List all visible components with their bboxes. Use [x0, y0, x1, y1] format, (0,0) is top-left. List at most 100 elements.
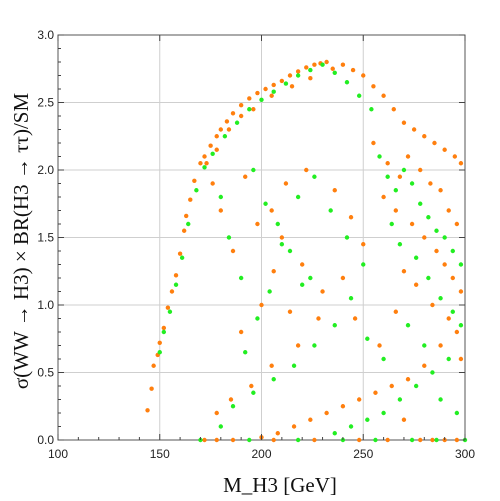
- data-point-series-2: [186, 221, 191, 227]
- data-point-series-1: [230, 111, 236, 116]
- data-point-series-1: [452, 154, 458, 159]
- data-point-series-1: [381, 93, 386, 98]
- data-point-series-1: [275, 431, 280, 436]
- data-point-series-1: [283, 181, 289, 186]
- data-point-series-2: [409, 437, 415, 443]
- y-tick-label: 2.5: [37, 96, 54, 110]
- data-point-series-2: [267, 289, 272, 294]
- grid-lines: [57, 34, 466, 441]
- data-point-series-2: [458, 323, 464, 328]
- data-point-series-2: [312, 343, 317, 348]
- data-point-series-1: [450, 275, 455, 281]
- data-point-series-1: [422, 134, 427, 139]
- data-point-series-1: [422, 363, 427, 368]
- data-point-series-1: [430, 437, 435, 443]
- y-tick-label: 1.5: [37, 231, 54, 245]
- data-point-series-2: [381, 356, 386, 362]
- data-point-series-2: [450, 248, 455, 254]
- y-tick-label: 0.0: [37, 433, 54, 447]
- data-point-series-2: [287, 248, 293, 254]
- y-tick-label: 3.0: [37, 28, 54, 42]
- data-point-series-2: [377, 154, 382, 159]
- data-point-series-2: [271, 377, 276, 382]
- data-point-series-2: [401, 167, 407, 173]
- data-point-series-1: [422, 235, 427, 240]
- data-point-series-2: [210, 151, 215, 156]
- data-point-series-1: [356, 397, 362, 402]
- data-point-series-1: [263, 86, 268, 92]
- axis-ticks: 100 150 200 250 300 0.0 0.5 1.0 1.5 2.0 2.5 3.0: [37, 28, 475, 461]
- data-point-series-1: [458, 161, 464, 166]
- data-point-series-1: [458, 289, 464, 294]
- data-point-series-1: [204, 161, 209, 166]
- data-point-series-1: [145, 408, 150, 413]
- data-point-series-1: [442, 262, 447, 267]
- data-point-series-1: [230, 437, 236, 443]
- data-point-series-2: [226, 235, 232, 240]
- data-point-series-1: [218, 127, 223, 132]
- data-point-series-2: [295, 73, 301, 78]
- data-point-series-2: [179, 255, 185, 260]
- data-point-series-1: [401, 120, 407, 125]
- data-point-series-2: [344, 80, 350, 85]
- data-point-series-2: [446, 356, 451, 362]
- data-point-series-2: [365, 336, 370, 341]
- data-point-series-2: [413, 255, 419, 260]
- data-point-series-1: [340, 62, 346, 67]
- data-point-series-1: [377, 343, 382, 348]
- data-point-series-1: [361, 242, 366, 247]
- data-point-series-1: [238, 113, 244, 119]
- data-point-series-1: [332, 188, 337, 193]
- data-point-series-1: [304, 65, 309, 70]
- data-point-series-1: [361, 73, 366, 78]
- data-point-series-1: [214, 437, 219, 443]
- data-point-series-2: [222, 134, 228, 139]
- data-point-series-1: [295, 69, 301, 74]
- data-point-series-1: [320, 289, 325, 294]
- data-point-series-1: [300, 262, 305, 267]
- data-point-series-1: [324, 410, 329, 416]
- data-point-series-2: [247, 107, 252, 112]
- data-point-series-1: [251, 107, 256, 112]
- data-point-series-1: [238, 103, 244, 108]
- data-point-series-2: [454, 410, 460, 416]
- data-point-series-2: [291, 363, 297, 368]
- data-point-series-1: [202, 437, 207, 443]
- data-point-series-1: [381, 194, 386, 200]
- data-point-series-1: [149, 386, 154, 391]
- x-tick-label: 300: [455, 447, 475, 461]
- data-point-series-1: [151, 363, 156, 368]
- data-point-series-2: [202, 165, 207, 170]
- data-point-series-1: [393, 309, 399, 314]
- data-point-series-1: [255, 90, 260, 96]
- data-point-series-1: [454, 221, 460, 227]
- data-point-series-2: [373, 437, 378, 443]
- data-point-series-2: [218, 424, 223, 429]
- data-point-series-2: [320, 62, 325, 67]
- data-point-series-2: [255, 316, 260, 321]
- data-point-series-1: [432, 140, 437, 146]
- data-point-series-1: [287, 73, 293, 78]
- data-point-series-1: [224, 119, 230, 124]
- data-point-series-1: [389, 383, 394, 389]
- data-point-series-2: [409, 181, 415, 186]
- data-point-series-1: [177, 251, 183, 256]
- data-point-series-1: [348, 215, 354, 220]
- data-point-series-1: [446, 316, 451, 321]
- data-point-series-1: [438, 343, 443, 348]
- data-point-series-1: [214, 147, 219, 152]
- data-point-series-2: [230, 404, 236, 409]
- data-point-series-1: [188, 197, 193, 202]
- data-point-series-1: [385, 437, 390, 443]
- data-point-series-2: [348, 424, 354, 429]
- data-point-series-2: [426, 215, 431, 220]
- data-point-series-2: [167, 309, 173, 314]
- data-point-series-2: [247, 437, 252, 443]
- data-point-series-1: [442, 147, 447, 152]
- data-point-series-1: [165, 305, 171, 310]
- data-point-series-1: [350, 67, 356, 73]
- data-point-series-1: [385, 161, 390, 166]
- data-point-series-1: [243, 174, 248, 179]
